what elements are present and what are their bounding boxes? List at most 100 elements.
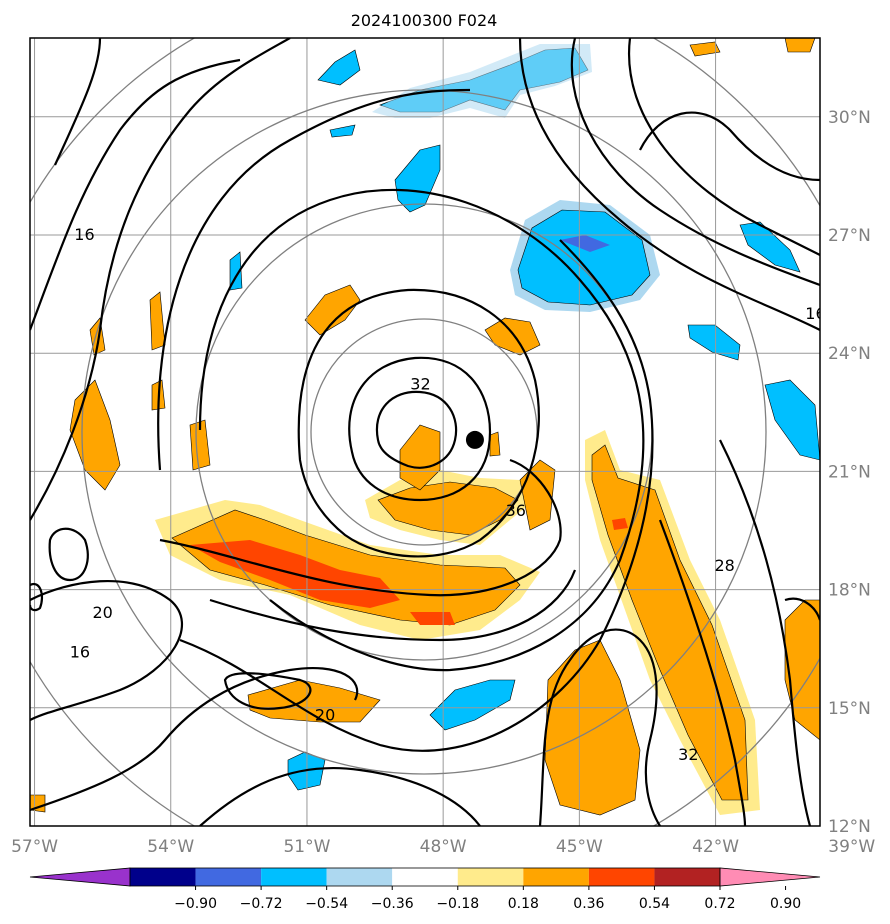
colorbar-tick-label: 0.36 [573,896,604,912]
contour-line [179,239,654,752]
positive-anomaly-small-3 [784,38,816,53]
contour-line [159,458,562,597]
contour-label: 16 [74,225,94,244]
positive-anomaly-east-core [612,518,628,530]
latitude-tick-label: 27°N [828,226,871,246]
colorbar-tick-label: −0.54 [305,896,348,912]
contour-line [53,38,102,166]
contour-line [30,582,44,612]
range-ring [310,318,538,546]
longitude-tick-label: 57°W [11,837,58,857]
negative-anomaly-cell-4 [687,324,741,361]
longitude-tick-label: 39°W [828,837,875,857]
positive-anomaly-band-core-2 [410,612,455,625]
contour-line [570,38,820,287]
colorbar-bin [523,868,589,886]
positive-anomaly-small-2 [689,41,721,57]
longitude-tick-label: 48°W [420,837,467,857]
contour-line [198,188,645,672]
latitude-tick-label: 21°N [828,462,871,482]
colorbar: −0.90 −0.72 −0.54 −0.36 −0.18 0.18 0.36 0.54 0.7… [29,867,821,912]
positive-anomaly-west-1 [69,379,121,491]
map-frame [29,37,821,827]
negative-anomaly-cell-1 [317,49,361,86]
colorbar-bin [195,868,262,886]
colorbar-tick-label: 0.72 [704,896,735,912]
latitude-tick-label: 30°N [828,108,871,128]
negative-anomaly-east-core [517,209,651,306]
contour-line [30,666,359,812]
contour-line [223,672,312,710]
contour-label: 20 [92,603,112,622]
positive-anomaly-small-5 [489,431,501,457]
colorbar-tick-label: −0.72 [240,896,283,912]
contour-line [784,597,820,621]
positive-anomaly-south [247,679,381,723]
colorbar-outline [129,867,721,887]
contour-label: 16 [70,643,90,662]
contour-line [30,38,291,521]
colorbar-bin [392,868,458,886]
colorbar-tick-label: −0.90 [174,896,217,912]
positive-anomaly-small-1 [519,459,556,531]
colorbar-tick-label: −0.36 [371,896,414,912]
positive-anomaly-band [171,509,521,626]
positive-anomaly-north-2 [484,317,541,356]
positive-anomaly-west-2 [149,291,166,351]
negative-anomaly-cell-5 [764,379,820,461]
negative-anomaly-east-peak [560,235,610,252]
contour-line [518,38,820,331]
contour-line [199,766,481,826]
colorbar-bin [326,868,393,886]
colorbar-bin [261,868,327,886]
contour-line [297,288,540,558]
longitude-tick-labels: 57°W 54°W 51°W 48°W 45°W 42°W 39°W [11,837,875,857]
map-title: 2024100300 F024 [351,11,498,30]
contour-line [209,569,577,642]
colorbar-bin [130,868,196,886]
contour-label: 36 [506,501,526,520]
colorbar-tick-label: 0.18 [508,896,539,912]
contour-line [30,579,183,721]
longitude-tick-label: 42°W [692,837,739,857]
contour-label: 32 [678,745,698,764]
contour-labels: 16 16 32 36 20 16 28 20 32 [70,225,825,764]
negative-anomaly-cell-7 [429,679,516,731]
contour-line [658,519,747,826]
range-ring [81,89,767,775]
latitude-tick-label: 24°N [828,344,871,364]
contour-label: 16 [805,304,825,323]
map-plot-area: 16 16 32 36 20 16 28 20 32 [30,38,825,826]
shaded-field-layer [30,38,820,816]
storm-center-marker [465,430,484,449]
contour-line [639,111,820,182]
colorbar-tick-label: −0.18 [436,896,479,912]
contour-line [719,439,812,826]
positive-anomaly-center [399,424,441,491]
negative-anomaly-cell-9 [329,124,356,138]
contour-label: 32 [410,375,430,394]
contour-label: 28 [714,556,734,575]
negative-anomaly-cell-2 [394,144,441,213]
latitude-tick-label: 15°N [828,699,871,719]
colorbar-bin [588,868,655,886]
positive-anomaly-far-east [784,599,820,741]
colorbar-tick-label: 0.54 [639,896,670,912]
contour-line [48,527,89,582]
longitude-tick-label: 54°W [147,837,194,857]
contour-line [627,38,820,256]
colorbar-over-triangle [719,867,821,887]
positive-anomaly-southeast [544,639,641,816]
contour-line [30,58,241,331]
contour-label: 20 [315,706,335,725]
latitude-tick-label: 12°N [828,817,871,837]
contour-lines [30,38,820,826]
contour-line [157,88,471,471]
longitude-tick-label: 45°W [556,837,603,857]
contour-line [375,390,458,469]
colorbar-bin [457,868,524,886]
latitude-tick-labels: 30°N 27°N 24°N 21°N 18°N 15°N 12°N [828,108,871,837]
colorbar-under-triangle [29,867,131,887]
contour-line [348,356,492,502]
